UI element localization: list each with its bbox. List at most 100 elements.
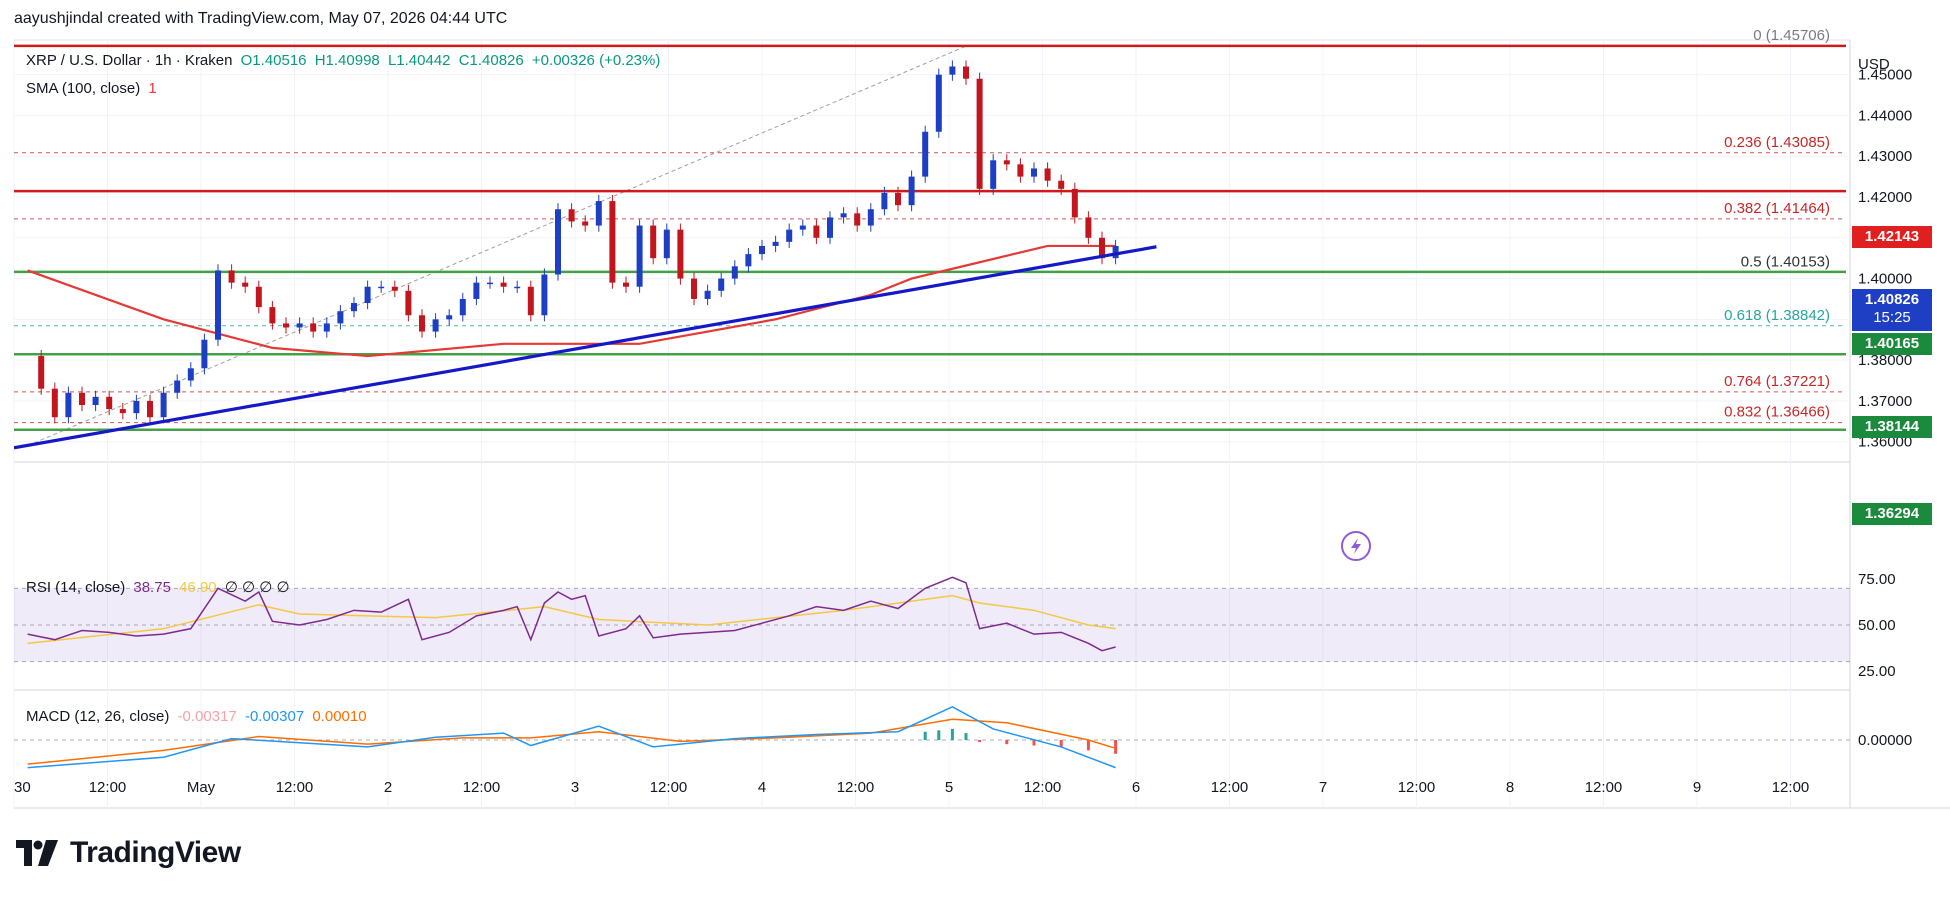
candle-body	[949, 66, 956, 75]
brand-text: TradingView	[70, 836, 241, 869]
candle-body	[623, 282, 629, 287]
tradingview-logo-icon	[16, 840, 58, 866]
macd-histogram-bar	[937, 730, 941, 740]
macd-histogram-bar	[978, 740, 982, 743]
macd-legend[interactable]: MACD (12, 26, close) -0.00317 -0.00307 0…	[26, 708, 371, 725]
candle-body	[446, 315, 453, 320]
rsi-legend[interactable]: RSI (14, close) 38.75 46.90 ∅ ∅ ∅ ∅	[26, 578, 294, 596]
x-tick-label: 4	[758, 779, 766, 796]
rsi-tick-label: 25.00	[1858, 663, 1896, 680]
rsi-extra: ∅ ∅ ∅ ∅	[224, 579, 290, 596]
candle-body	[1085, 217, 1092, 238]
y-tick-label: 1.42000	[1858, 189, 1912, 206]
rsi-ma-value: 46.90	[179, 579, 217, 596]
price-tag-green-2: 1.38144	[1852, 416, 1932, 438]
candle-body	[609, 201, 616, 283]
x-tick-label: 12:00	[1772, 779, 1810, 796]
candle-body	[38, 356, 45, 389]
rsi-tick-label: 50.00	[1858, 617, 1896, 634]
macd-layer	[14, 705, 1850, 769]
axis-layer: 30 12:00 May 12:00 2 12:00 3 12:00 4 12:00 5 12:00 6…	[14, 67, 1912, 796]
x-tick-label: May	[187, 779, 216, 796]
candle-body	[813, 225, 820, 238]
candle-body	[351, 303, 357, 312]
candle-body	[1112, 245, 1119, 259]
macd-tick-label: 0.00000	[1858, 732, 1912, 749]
macd-histogram-bar	[950, 728, 954, 740]
candle-body	[650, 225, 657, 259]
fib-level-label: 0 (1.45706)	[1753, 27, 1830, 44]
price-layer	[14, 60, 1157, 450]
candle-body	[201, 339, 208, 369]
close-value: C1.40826	[458, 52, 524, 69]
sma-label: SMA (100, close)	[26, 80, 141, 97]
candle-body	[1058, 180, 1065, 189]
macd-histogram-bar	[1114, 740, 1118, 754]
candle-body	[555, 209, 561, 275]
sma-100-line	[27, 244, 1116, 358]
candle-body	[160, 392, 167, 418]
symbol-label[interactable]: XRP / U.S. Dollar · 1h · Kraken	[26, 52, 233, 69]
candle-body	[582, 221, 589, 226]
candle-body	[133, 400, 140, 414]
candle-body	[323, 323, 330, 332]
candle-body	[269, 307, 276, 324]
candle-body	[65, 392, 72, 418]
fib-level-label: 0.832 (1.36466)	[1724, 404, 1830, 421]
levels-layer	[14, 44, 1846, 447]
x-tick-label: 8	[1506, 779, 1514, 796]
fib-level-label: 0.236 (1.43085)	[1724, 134, 1830, 151]
x-tick-label: 12:00	[837, 779, 875, 796]
macd-label: MACD (12, 26, close)	[26, 708, 170, 725]
candle-body	[255, 286, 262, 308]
sma-legend[interactable]: SMA (100, close) 1	[26, 80, 161, 97]
candle-body	[378, 286, 385, 289]
candle-body	[106, 396, 113, 410]
chart-frame	[13, 39, 1851, 809]
x-tick-label: 12:00	[276, 779, 314, 796]
x-tick-label: 12:00	[1398, 779, 1436, 796]
macd-signal-line	[27, 718, 1116, 765]
candle-body	[1031, 168, 1037, 177]
candle-body	[786, 229, 793, 242]
candle-body	[677, 229, 684, 279]
x-tick-label: 30	[14, 779, 31, 796]
candle-body	[364, 286, 371, 304]
tradingview-brand[interactable]: TradingView	[16, 836, 241, 870]
candle-body	[1003, 160, 1010, 165]
currency-label[interactable]: USD	[1858, 56, 1890, 73]
current-price-text: 1.40826	[1864, 291, 1920, 308]
candle-body	[337, 311, 344, 324]
candle-body	[1044, 168, 1051, 181]
fib-level-label: 0.5 (1.40153)	[1741, 253, 1830, 270]
price-tag-current: 1.40826 15:25	[1852, 289, 1932, 331]
macd-histogram-bar	[1059, 740, 1063, 747]
candle-body	[1071, 188, 1078, 218]
candle-body	[527, 286, 534, 316]
y-tick-label: 1.43000	[1858, 148, 1912, 165]
rsi-tick-label: 75.00	[1858, 571, 1896, 588]
y-tick-label: 1.37000	[1858, 393, 1912, 410]
candle-body	[691, 278, 697, 299]
macd-histogram-bar	[1005, 740, 1009, 745]
rsi-line	[27, 576, 1116, 652]
candle-body	[459, 298, 466, 316]
candle-body	[514, 286, 521, 289]
attribution-text: aayushjindal created with TradingView.co…	[14, 10, 508, 27]
candle-body	[759, 245, 765, 255]
trend-line	[14, 245, 1157, 450]
rsi-label: RSI (14, close)	[26, 579, 126, 596]
candle-body	[1099, 237, 1105, 259]
fib-diagonal-line	[27, 45, 967, 447]
x-tick-label: 9	[1693, 779, 1701, 796]
candle-body	[704, 290, 711, 299]
fib-level-label: 0.618 (1.38842)	[1724, 307, 1830, 324]
x-tick-label: 12:00	[89, 779, 127, 796]
fib-level-label: 0.382 (1.41464)	[1724, 200, 1830, 217]
candle-body	[500, 282, 507, 287]
x-tick-label: 12:00	[1211, 779, 1249, 796]
candle-body	[799, 225, 806, 230]
candle-body	[432, 319, 439, 332]
candle-body	[908, 176, 915, 206]
candle-body	[935, 74, 942, 132]
